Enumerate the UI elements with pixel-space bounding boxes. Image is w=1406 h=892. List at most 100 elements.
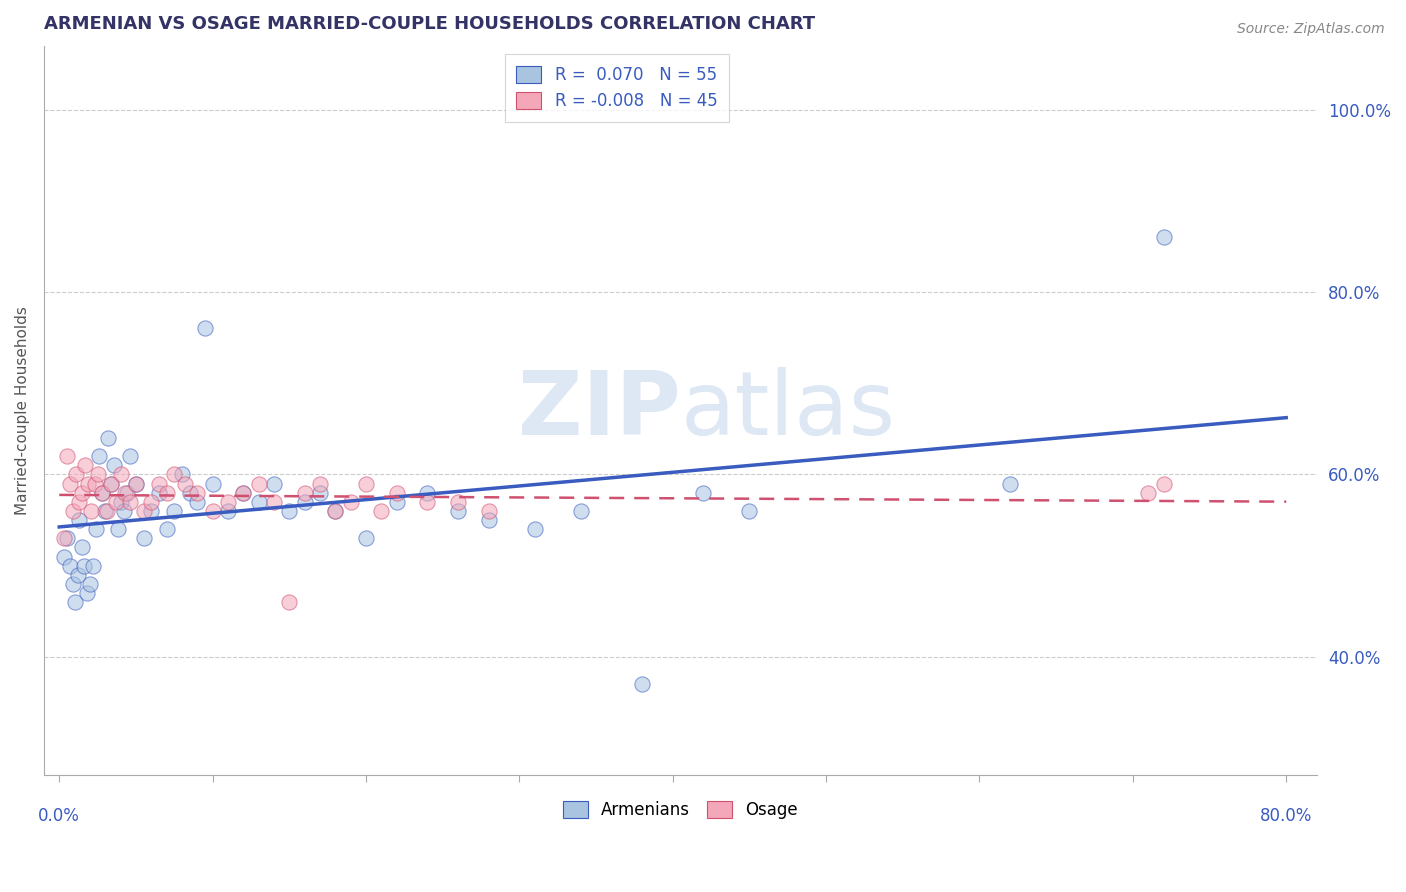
Point — [96, 504, 118, 518]
Point — [63, 595, 86, 609]
Point — [82, 558, 104, 573]
Point — [84, 522, 107, 536]
Point — [692, 485, 714, 500]
Text: Source: ZipAtlas.com: Source: ZipAtlas.com — [1237, 22, 1385, 37]
Point — [523, 522, 546, 536]
Point — [478, 513, 501, 527]
Point — [998, 476, 1021, 491]
Point — [323, 504, 346, 518]
Text: 0.0%: 0.0% — [38, 807, 80, 825]
Point — [86, 467, 108, 482]
Text: atlas: atlas — [681, 367, 896, 454]
Point — [132, 504, 155, 518]
Point — [148, 485, 170, 500]
Point — [62, 577, 84, 591]
Point — [738, 504, 761, 518]
Point — [1153, 476, 1175, 491]
Point — [278, 504, 301, 518]
Point — [309, 485, 332, 500]
Point — [56, 449, 79, 463]
Point — [155, 485, 177, 500]
Point — [194, 321, 217, 335]
Point — [59, 558, 82, 573]
Point — [70, 485, 93, 500]
Point — [201, 476, 224, 491]
Point — [569, 504, 592, 518]
Point — [354, 531, 377, 545]
Point — [107, 522, 129, 536]
Point — [339, 495, 361, 509]
Point — [385, 485, 408, 500]
Point — [100, 476, 122, 491]
Point — [294, 485, 316, 500]
Point — [141, 504, 163, 518]
Point — [56, 531, 79, 545]
Point — [179, 485, 201, 500]
Point — [118, 449, 141, 463]
Point — [97, 431, 120, 445]
Point — [114, 485, 136, 500]
Point — [631, 677, 654, 691]
Point — [478, 504, 501, 518]
Point — [125, 476, 148, 491]
Point — [232, 485, 254, 500]
Point — [354, 476, 377, 491]
Point — [67, 495, 90, 509]
Text: 80.0%: 80.0% — [1260, 807, 1312, 825]
Point — [87, 449, 110, 463]
Point — [100, 476, 122, 491]
Point — [70, 541, 93, 555]
Point — [118, 495, 141, 509]
Text: ARMENIAN VS OSAGE MARRIED-COUPLE HOUSEHOLDS CORRELATION CHART: ARMENIAN VS OSAGE MARRIED-COUPLE HOUSEHO… — [44, 15, 815, 33]
Point — [247, 495, 270, 509]
Point — [163, 504, 186, 518]
Point — [294, 495, 316, 509]
Point — [170, 467, 193, 482]
Point — [52, 549, 75, 564]
Text: ZIP: ZIP — [517, 367, 681, 454]
Point — [104, 495, 127, 509]
Point — [52, 531, 75, 545]
Y-axis label: Married-couple Households: Married-couple Households — [15, 306, 30, 515]
Point — [278, 595, 301, 609]
Point — [94, 504, 117, 518]
Point — [385, 495, 408, 509]
Point — [91, 485, 114, 500]
Point — [186, 495, 208, 509]
Point — [217, 504, 239, 518]
Point — [103, 458, 125, 473]
Point — [76, 586, 98, 600]
Point — [186, 485, 208, 500]
Point — [62, 504, 84, 518]
Point — [125, 476, 148, 491]
Point — [67, 513, 90, 527]
Point — [1137, 485, 1160, 500]
Point — [75, 458, 97, 473]
Point — [110, 495, 132, 509]
Point — [174, 476, 197, 491]
Point — [1153, 230, 1175, 244]
Point — [79, 577, 101, 591]
Point — [110, 467, 132, 482]
Point — [141, 495, 163, 509]
Point — [112, 504, 135, 518]
Point — [163, 467, 186, 482]
Point — [247, 476, 270, 491]
Point — [148, 476, 170, 491]
Point — [263, 495, 285, 509]
Point — [447, 495, 470, 509]
Point — [309, 476, 332, 491]
Point — [155, 522, 177, 536]
Point — [201, 504, 224, 518]
Point — [91, 485, 114, 500]
Point — [73, 558, 96, 573]
Point — [232, 485, 254, 500]
Point — [66, 567, 89, 582]
Point — [115, 485, 138, 500]
Point — [416, 495, 439, 509]
Point — [416, 485, 439, 500]
Point — [59, 476, 82, 491]
Point — [132, 531, 155, 545]
Point — [447, 504, 470, 518]
Point — [370, 504, 392, 518]
